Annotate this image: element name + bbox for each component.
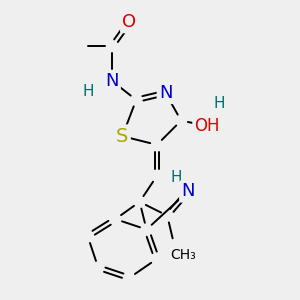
Text: N: N [159, 84, 172, 102]
Text: CH₃: CH₃ [170, 248, 196, 262]
Text: S: S [116, 127, 128, 146]
Text: OH: OH [194, 117, 220, 135]
Text: H: H [170, 170, 182, 185]
Text: O: O [122, 13, 136, 31]
Text: N: N [181, 182, 195, 200]
Text: H: H [82, 84, 94, 99]
Text: N: N [105, 72, 119, 90]
Text: H: H [213, 96, 225, 111]
